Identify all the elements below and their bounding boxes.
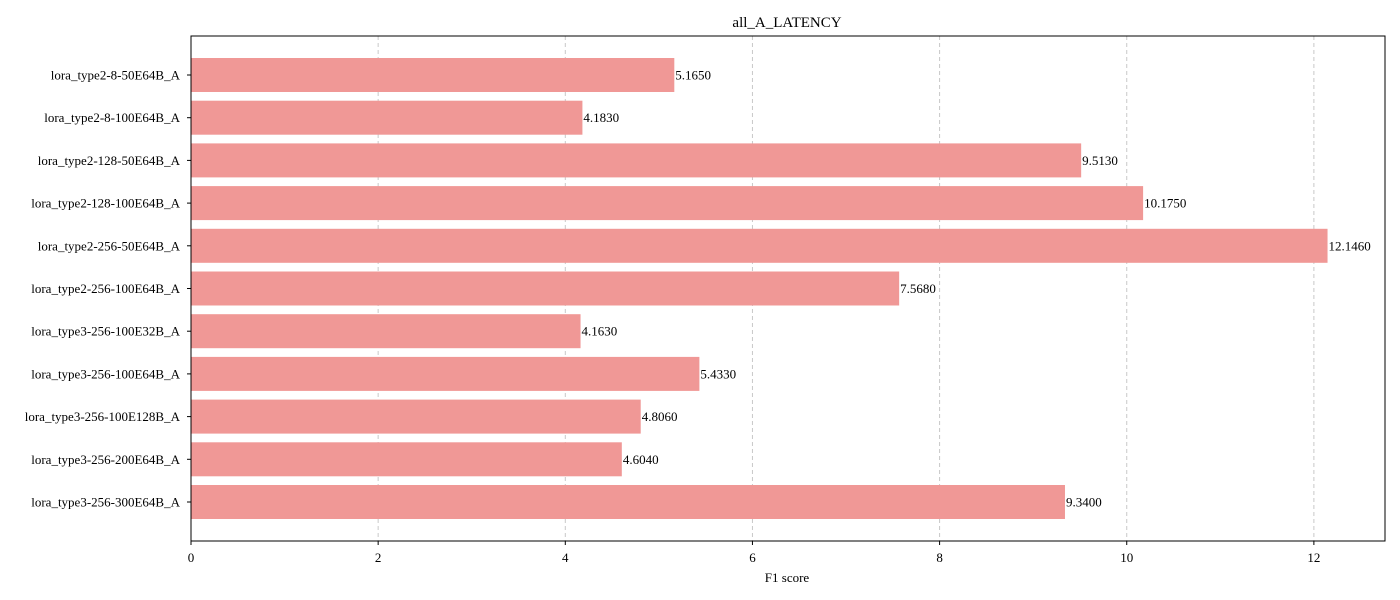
y-tick-label: lora_type2-256-50E64B_A [38, 238, 181, 253]
y-tick-label: lora_type3-256-100E64B_A [31, 366, 180, 381]
plot-area-frame [190, 35, 1386, 542]
bar [191, 442, 622, 477]
x-axis-ticks: 0 2 4 6 8 10 12 [188, 541, 1320, 565]
y-tick-label: lora_type3-256-100E128B_A [25, 409, 181, 424]
bar [191, 356, 700, 391]
y-tick-label: lora_type2-128-50E64B_A [38, 153, 181, 168]
bar-value-label: 4.1830 [583, 110, 619, 125]
bar-value-label: 4.1630 [582, 324, 618, 339]
y-tick-label: lora_type2-128-100E64B_A [31, 196, 180, 211]
bars [191, 58, 1328, 519]
data-labels: 5.1650 4.1830 9.5130 10.1750 12.1460 7.5680 4.… [582, 68, 1371, 510]
bar-value-label: 4.6040 [623, 452, 659, 467]
x-tick-label: 8 [936, 550, 943, 565]
x-tick-label: 4 [562, 550, 569, 565]
bar [191, 100, 583, 135]
y-axis-ticks: lora_type2-8-50E64B_A lora_type2-8-100E64… [25, 68, 191, 510]
bar [191, 271, 900, 306]
bar [191, 186, 1144, 221]
chart-title: all_A_LATENCY [732, 15, 841, 31]
bar-value-label: 12.1460 [1329, 238, 1371, 253]
y-tick-label: lora_type2-256-100E64B_A [31, 281, 180, 296]
bar [191, 228, 1328, 263]
y-tick-label: lora_type2-8-50E64B_A [51, 68, 181, 83]
bar [191, 314, 581, 349]
bar-value-label: 5.1650 [675, 68, 711, 83]
y-tick-label: lora_type3-256-300E64B_A [31, 495, 180, 510]
bar-value-label: 5.4330 [700, 366, 736, 381]
x-tick-label: 10 [1120, 550, 1133, 565]
x-tick-label: 12 [1307, 550, 1320, 565]
bar-value-label: 10.1750 [1144, 196, 1186, 211]
x-tick-label: 6 [749, 550, 756, 565]
y-tick-label: lora_type2-8-100E64B_A [44, 110, 180, 125]
bar-value-label: 7.5680 [900, 281, 936, 296]
x-axis-label: F1 score [765, 570, 810, 585]
bar [191, 399, 641, 434]
bar-value-label: 4.8060 [642, 409, 678, 424]
y-tick-label: lora_type3-256-100E32B_A [31, 324, 180, 339]
bar [191, 485, 1065, 519]
bar [191, 58, 675, 92]
bar-value-label: 9.3400 [1066, 495, 1102, 510]
x-tick-label: 0 [188, 550, 195, 565]
bar-value-label: 9.5130 [1082, 153, 1118, 168]
y-tick-label: lora_type3-256-200E64B_A [31, 452, 180, 467]
bar [191, 143, 1082, 178]
x-tick-label: 2 [375, 550, 382, 565]
